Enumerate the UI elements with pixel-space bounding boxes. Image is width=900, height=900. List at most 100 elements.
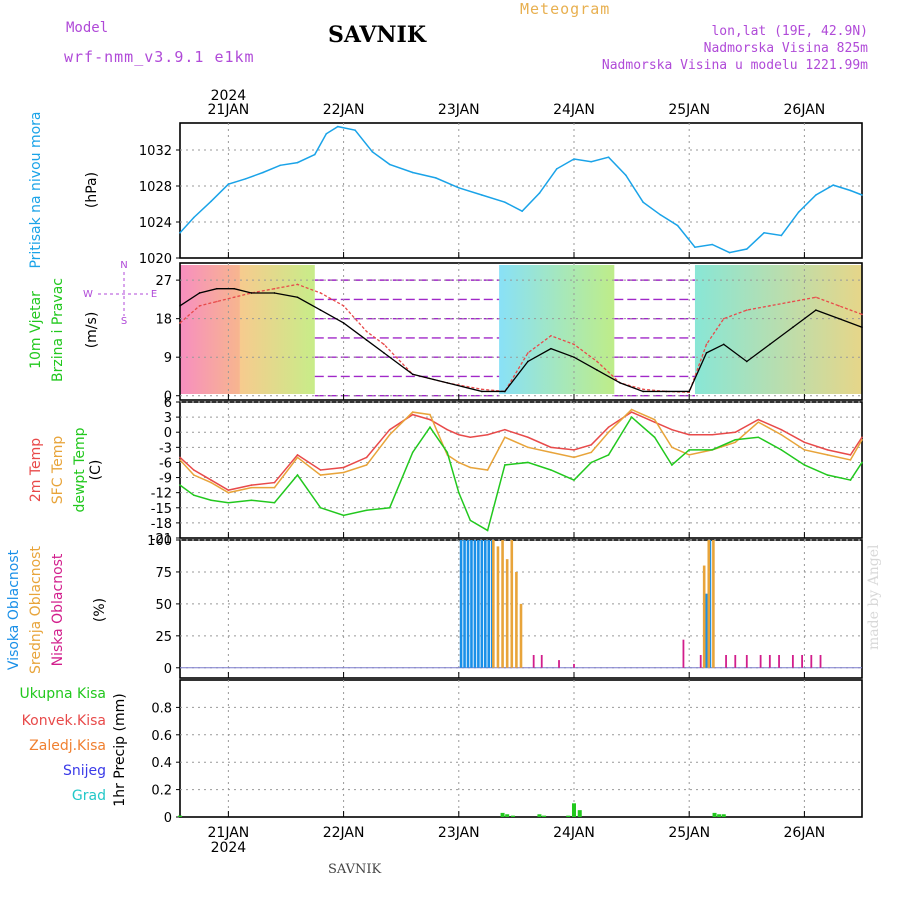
data-point <box>227 491 230 494</box>
y-tick-label: -6 <box>159 456 172 471</box>
data-point <box>365 464 368 466</box>
data-point <box>763 232 765 234</box>
data-point <box>179 322 181 324</box>
footer-station: SAVNIK <box>328 862 382 877</box>
panel-frame <box>179 679 863 818</box>
data-point <box>550 469 552 471</box>
data-point <box>792 300 794 303</box>
temp-dewpoint-label: dewpt Temp <box>72 427 88 512</box>
data-point <box>193 216 195 219</box>
cloud-mid-label: Srednja Oblacnost <box>28 546 44 674</box>
temp-sfc-label: SFC Temp <box>50 436 66 505</box>
data-point <box>780 234 783 237</box>
y-tick-label: 0.2 <box>151 784 172 799</box>
data-point <box>521 210 523 212</box>
cloud-bar <box>768 655 771 668</box>
data-point <box>797 211 800 213</box>
data-point <box>555 168 558 170</box>
cloud-bar <box>470 540 473 668</box>
data-point <box>653 418 656 421</box>
cloud-bar <box>480 540 484 668</box>
wind-vane-east: E <box>151 289 157 300</box>
y-tick-label: 18 <box>155 313 172 328</box>
data-point <box>630 411 633 413</box>
data-point <box>244 178 247 180</box>
data-point <box>832 184 834 186</box>
cloud-bar <box>492 540 495 668</box>
data-point <box>630 416 633 418</box>
data-point <box>665 390 667 393</box>
precip-bar <box>721 814 726 817</box>
data-point <box>469 436 472 439</box>
data-point <box>694 246 696 248</box>
data-point <box>803 464 806 466</box>
data-point <box>481 388 483 391</box>
data-point <box>659 214 662 216</box>
data-point <box>590 444 593 446</box>
data-point <box>313 153 316 156</box>
wind-axis-title: 10m Vjetar <box>28 291 44 369</box>
data-point <box>705 352 708 354</box>
data-point <box>573 449 575 451</box>
y-tick-label: 3 <box>164 411 172 426</box>
cloud-bar <box>501 540 504 668</box>
data-point <box>342 471 345 474</box>
precip-bar <box>510 815 515 817</box>
data-point <box>179 456 181 459</box>
wind-axis-subtitle: Brzina i Pravac <box>50 278 66 382</box>
data-point <box>815 309 817 311</box>
data-point <box>457 461 460 464</box>
cloud-bar <box>745 655 748 668</box>
data-point <box>179 459 181 461</box>
data-point <box>198 292 201 294</box>
day-tick-label-bottom: 23JAN <box>438 825 480 841</box>
data-point <box>861 194 863 196</box>
data-point <box>734 438 737 441</box>
y-tick-label: 0.4 <box>151 756 172 771</box>
y-tick-label: 0.8 <box>151 701 172 716</box>
y-tick-label: -21 <box>151 532 172 547</box>
data-point <box>179 305 181 307</box>
data-point <box>319 474 322 476</box>
cloud-bar <box>510 540 514 668</box>
data-point <box>527 461 529 464</box>
data-point <box>262 171 264 174</box>
data-point <box>486 433 489 436</box>
data-point <box>429 413 431 416</box>
data-point <box>486 529 489 532</box>
data-point <box>780 449 783 451</box>
data-point <box>573 456 575 459</box>
wind-barb-band <box>180 265 240 394</box>
data-point <box>193 474 195 476</box>
day-tick-label-top: 22JAN <box>323 102 365 118</box>
data-point <box>826 474 829 476</box>
data-point <box>179 232 181 234</box>
data-point <box>653 436 656 439</box>
cloud-bar <box>705 593 708 668</box>
precip-axis-title: 1hr Precip (mm) <box>112 693 128 806</box>
data-point <box>319 292 322 294</box>
precip-legend-item: Grad <box>72 788 106 804</box>
data-point <box>849 454 852 456</box>
elevation-label: Nadmorska Visina 825m <box>703 41 868 56</box>
data-point <box>383 343 385 346</box>
station-title: SAVNIK <box>328 22 426 48</box>
data-point <box>233 296 235 299</box>
data-point <box>745 309 748 311</box>
data-point <box>769 343 771 346</box>
cloud-bar <box>466 540 470 668</box>
data-point <box>227 501 230 504</box>
data-point <box>861 436 863 439</box>
data-point <box>745 360 748 363</box>
cloud-low-label: Niska Oblacnost <box>50 553 66 666</box>
data-point <box>504 464 506 466</box>
data-point <box>388 506 391 509</box>
data-point <box>550 451 552 454</box>
data-point <box>342 322 345 324</box>
data-point <box>216 287 218 290</box>
wind-unit-label: (m/s) <box>84 312 100 349</box>
y-tick-label: 9 <box>164 351 172 366</box>
data-point <box>193 469 195 471</box>
data-point <box>550 334 552 337</box>
day-tick-label-bottom: 26JAN <box>784 825 826 841</box>
